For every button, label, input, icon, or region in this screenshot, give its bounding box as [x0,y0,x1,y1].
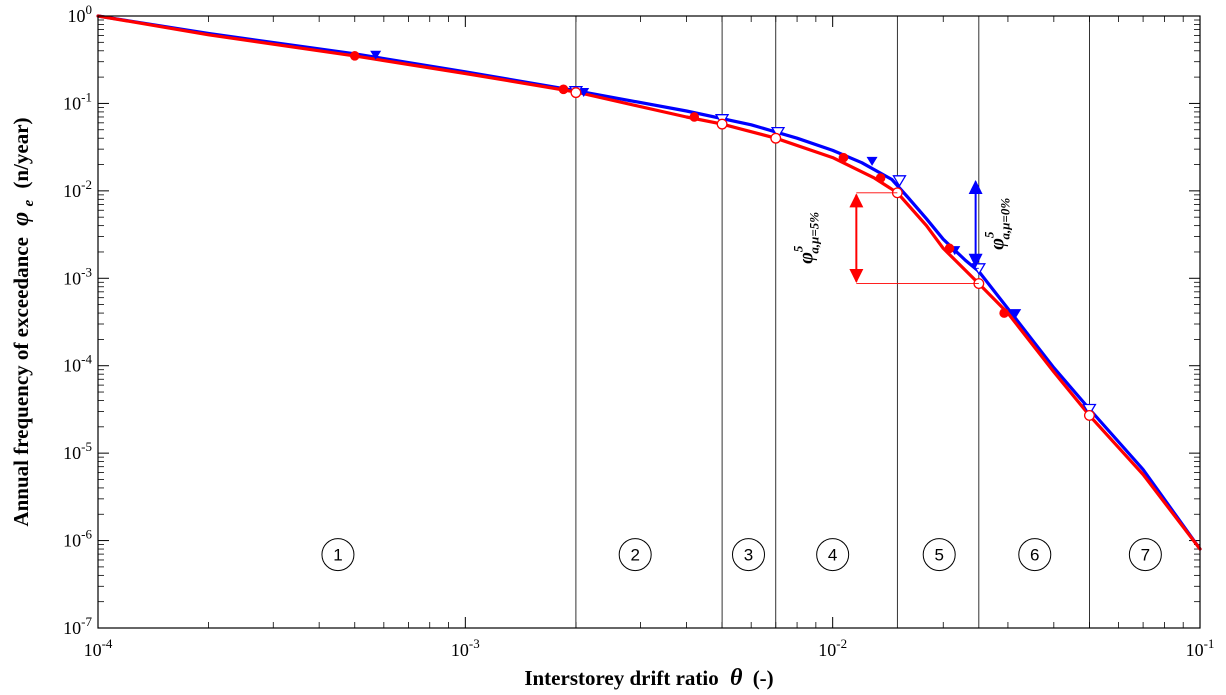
series-0-open-marker [892,175,907,188]
x-tick-label-base: 10 [1186,640,1204,660]
series-1-filled-marker [558,84,569,95]
zone-circle [1128,538,1162,572]
y-axis-label: Annual frequency of exceedance φ e (n/ye… [8,117,38,526]
annotations: φ5a,μ=5% φ5a,μ=0% [790,180,1013,285]
y-tick-label: 10-6 [63,527,92,551]
zone-circle [1018,538,1052,572]
zone-label: 7 [1141,546,1150,565]
series-1-filled-marker [349,51,360,61]
y-tick-label-exponent: -2 [81,177,92,192]
x-tick-label-base: 10 [84,640,102,660]
plot-frame [97,15,1201,629]
y-tick-label-exponent: -5 [81,439,92,454]
y-tick-label-base: 10 [63,443,81,463]
series-0-filled-marker [370,50,382,60]
y-axis-label-subscript: e [21,200,37,207]
series-0-filled-marker [866,156,878,166]
y-tick-label-base: 10 [63,356,81,376]
series-1-filled-marker [875,173,886,183]
y-tick-label-exponent: -3 [81,264,92,279]
y-tick-label-exponent: -4 [81,352,92,367]
y-tick-label-exponent: -7 [81,614,92,629]
annotation-0-sup: 5 [790,245,805,252]
annotation-0-sub: a,μ=5% [806,212,821,254]
zone-divider-lines [575,16,1090,628]
x-tick-label: 10-2 [818,636,847,660]
y-tick-label-exponent: -6 [81,527,92,542]
zone-label: 4 [828,546,837,565]
tick-labels: 10-4 10-3 10-2 10-110010-110-210-310-410-51… [63,2,1214,660]
y-tick-label-base: 10 [63,531,81,551]
series-1-open-marker [770,132,782,144]
annotation-0-phi: φ [795,252,817,264]
x-tick-label-exponent: -2 [836,636,847,651]
x-axis-label-suffix: (-) [753,666,774,690]
zone-labels: 1 2 3 4 5 6 7 [321,538,1162,572]
series-1-filled-marker [838,152,849,163]
zone-label: 1 [333,546,342,565]
x-axis-label-prefix: Interstorey drift ratio [524,666,718,690]
x-tick-label-base: 10 [818,640,836,660]
y-tick-label: 10-3 [63,264,92,288]
zone-circle [731,538,765,572]
series-0-open-marker [1082,403,1097,416]
x-axis-label-symbol: θ [730,665,743,691]
zone-label: 2 [630,546,639,565]
annotation-0-label: φ5a,μ=5% [790,212,821,264]
series-1-open-marker [716,118,728,130]
zone-circle [321,538,355,572]
x-tick-label-exponent: -3 [469,636,480,651]
annotation-1-label: φ5a,μ=0% [982,198,1013,250]
x-tick-label: 10-1 [1186,636,1215,660]
y-tick-label-base: 10 [63,618,81,638]
y-axis-label-symbol: φ [8,212,34,226]
x-tick-label-exponent: -1 [1204,636,1215,651]
y-tick-label-exponent: 0 [86,2,93,17]
zone-label: 3 [744,546,753,565]
series-1-filled-marker [999,308,1009,318]
annotation-1-phi: φ [987,238,1009,250]
y-tick-label-base: 10 [63,181,81,201]
series-1-open-marker [570,87,582,99]
y-tick-label: 10-4 [63,352,92,376]
series-0-filled-marker [1010,309,1022,319]
zone-circle [618,538,652,572]
series-0-filled-marker [578,88,590,98]
series-1-filled-marker [689,112,700,122]
x-tick-label: 10-3 [451,636,480,660]
zone-circle [816,538,850,572]
y-tick-label-base: 10 [63,268,81,288]
annotation-1-sub: a,μ=0% [998,198,1013,240]
series-1-filled-marker [944,243,955,254]
x-axis-label: Interstorey drift ratio θ (-) [524,665,773,691]
series-group [96,14,1202,551]
zone-label: 5 [934,546,943,565]
series-0-open-marker [770,126,786,139]
zone-label: 6 [1030,546,1039,565]
x-tick-label-base: 10 [451,640,469,660]
y-tick-label: 10-2 [63,177,92,201]
y-tick-label: 10-1 [63,89,92,113]
y-axis-label-prefix: Annual frequency of exceedance [9,237,33,527]
y-axis-label-suffix: (n/year) [9,117,33,188]
annotation-1-sup: 5 [982,231,997,238]
y-tick-label: 100 [68,2,93,26]
series-line-1 [96,14,1202,551]
x-tick-label-exponent: -4 [102,636,113,651]
y-tick-label-exponent: -1 [81,89,92,104]
series-1-open-marker [1083,409,1095,421]
x-tick-label: 10-4 [84,636,113,660]
zone-circle [922,538,956,572]
y-tick-label-base: 10 [68,6,86,26]
y-tick-label: 10-5 [63,439,92,463]
y-tick-label: 10-7 [63,614,92,638]
y-tick-label-base: 10 [63,93,81,113]
